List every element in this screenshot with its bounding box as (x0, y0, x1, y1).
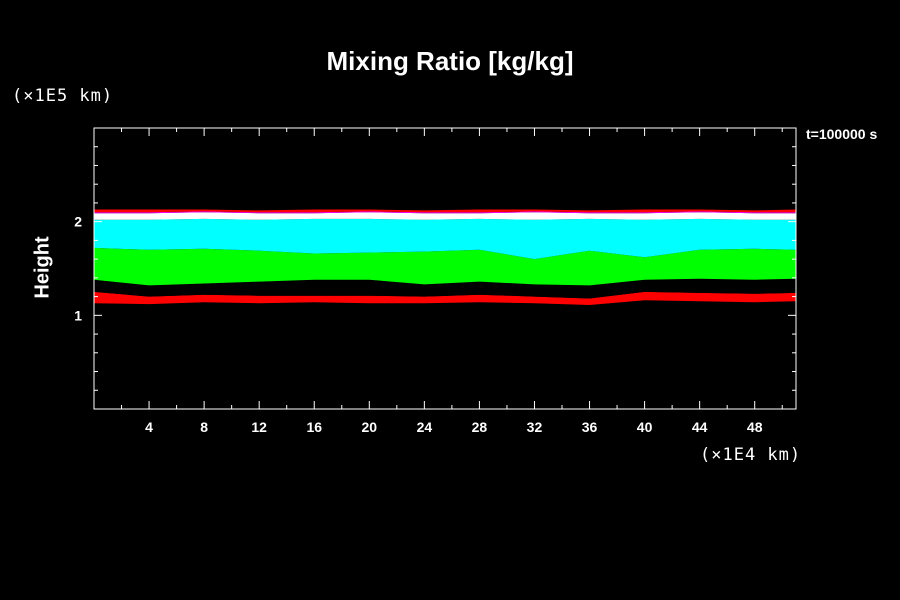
time-label: t=100000 s (806, 126, 878, 142)
y-axis-unit: (×1E5 km) (12, 86, 114, 106)
chart-title: Mixing Ratio [kg/kg] (326, 46, 574, 76)
x-tick-label: 12 (251, 419, 267, 435)
x-tick-label: 4 (145, 419, 153, 435)
x-tick-label: 20 (362, 419, 378, 435)
band-red-6 (94, 209, 796, 213)
x-tick-label: 48 (747, 419, 763, 435)
x-tick-label: 32 (527, 419, 543, 435)
band-black-1 (94, 277, 796, 299)
band-layer (94, 209, 796, 305)
y-tick-label: 2 (74, 214, 82, 230)
x-tick-label: 24 (417, 419, 433, 435)
band-magenta-5 (94, 211, 796, 214)
band-white-4 (94, 212, 796, 220)
x-tick-label: 40 (637, 419, 653, 435)
x-tick-label: 16 (306, 419, 322, 435)
plot-frame (93, 127, 797, 410)
band-green-2 (94, 247, 796, 286)
x-tick-label: 28 (472, 419, 488, 435)
y-tick-label: 1 (74, 307, 82, 323)
band-red-0 (94, 291, 796, 305)
x-tick-label: 36 (582, 419, 598, 435)
y-tick-layer: 12 (74, 146, 796, 391)
x-axis-unit: (×1E4 km) (700, 445, 802, 465)
x-tick-layer: 4 8 12 16 20 24 28 32 36 40 44 48 (121, 128, 783, 435)
x-tick-label: 44 (692, 419, 708, 435)
x-tick-label: 8 (200, 419, 208, 435)
band-cyan-3 (94, 218, 796, 260)
